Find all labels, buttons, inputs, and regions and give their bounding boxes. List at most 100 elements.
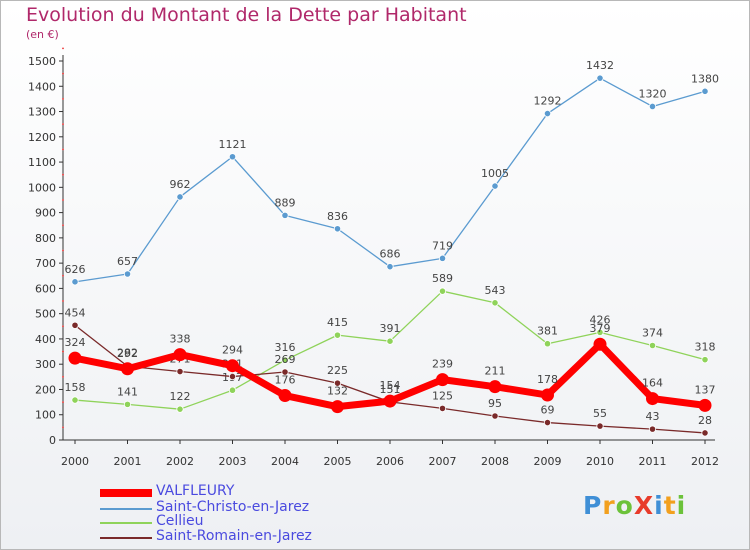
data-point (333, 331, 342, 339)
data-point (68, 351, 82, 365)
y-tick-label: 1200 (28, 131, 56, 144)
data-label: 324 (65, 336, 86, 349)
data-point (228, 372, 237, 381)
x-tick-label: 2001 (114, 455, 142, 468)
data-label: 1005 (481, 167, 509, 180)
data-label: 141 (117, 385, 138, 398)
data-label: 178 (537, 373, 558, 386)
y-tick-label: 200 (35, 383, 56, 396)
data-label: 1121 (219, 138, 247, 151)
data-point (438, 404, 447, 413)
legend-swatch (100, 522, 152, 524)
data-label: 211 (485, 365, 506, 378)
logo-letter: X (633, 491, 655, 520)
data-label: 1292 (534, 95, 562, 108)
data-point (701, 356, 709, 364)
data-point (596, 422, 604, 430)
y-minor-tick (62, 224, 64, 227)
data-label: 426 (590, 313, 611, 326)
data-point (438, 287, 447, 295)
data-point (383, 394, 397, 408)
x-tick-label: 2012 (691, 455, 719, 468)
data-point (228, 153, 237, 161)
data-label: 543 (485, 284, 506, 297)
line-chart: 0 100 200 300 400 500 600 700 800 900 1000 1100 1200… (28, 47, 719, 468)
y-tick-label: 1300 (28, 106, 56, 119)
data-point (648, 102, 657, 111)
chart-subtitle: (en €) (26, 28, 59, 41)
legend-swatch (100, 489, 152, 497)
x-tick-label: 2006 (376, 455, 404, 468)
y-minor-tick (62, 173, 64, 176)
data-point (71, 321, 79, 329)
data-point (278, 389, 292, 403)
y-tick-label: 0 (49, 434, 56, 447)
data-label: 154 (380, 379, 401, 392)
legend-label: Cellieu (156, 513, 204, 529)
data-point (436, 373, 449, 387)
y-tick-label: 500 (35, 308, 56, 321)
data-point (173, 348, 187, 362)
y-tick-label: 1100 (28, 156, 56, 169)
data-point (386, 337, 394, 345)
data-label: 137 (695, 383, 716, 396)
data-point (593, 337, 607, 351)
y-minor-tick (62, 426, 64, 429)
data-label: 158 (65, 381, 86, 394)
data-label: 176 (275, 374, 296, 387)
legend-label: VALFLEURY (156, 483, 235, 499)
x-tick-label: 2004 (271, 455, 299, 468)
data-point (596, 74, 604, 82)
logo-letter: P (583, 491, 603, 520)
data-point (596, 328, 604, 336)
data-point (386, 263, 394, 271)
x-tick-label: 2007 (429, 455, 457, 468)
data-point (333, 225, 342, 233)
legend-swatch (100, 508, 152, 510)
data-point (228, 386, 237, 394)
y-tick-label: 600 (35, 282, 56, 295)
y-minor-tick (62, 401, 64, 403)
y-minor-tick (62, 148, 64, 151)
y-minor-tick (62, 123, 64, 126)
data-point (491, 412, 499, 420)
data-point (281, 211, 289, 219)
data-label: 55 (593, 407, 607, 420)
x-tick-label: 2002 (166, 455, 194, 468)
data-label: 1320 (639, 87, 667, 100)
data-point (438, 254, 447, 262)
legend-label: Saint-Romain-en-Jarez (156, 528, 312, 544)
data-label: 381 (537, 325, 558, 338)
data-point (123, 400, 132, 408)
data-label: 1380 (691, 72, 719, 85)
data-label: 318 (695, 341, 716, 354)
data-point (331, 400, 344, 414)
data-point (648, 341, 657, 350)
y-minor-tick (62, 325, 64, 328)
data-label: 415 (327, 316, 348, 329)
data-label: 269 (275, 353, 296, 366)
data-label: 626 (65, 263, 86, 276)
data-label: 836 (327, 210, 348, 223)
y-minor-tick (62, 47, 64, 50)
data-label: 889 (275, 196, 296, 209)
data-point (333, 379, 342, 387)
data-label: 28 (698, 414, 712, 427)
data-point (123, 270, 132, 278)
data-label: 316 (275, 341, 296, 354)
data-point (226, 359, 239, 373)
y-tick-label: 400 (35, 333, 56, 346)
y-minor-tick (62, 274, 64, 277)
data-label: 43 (646, 410, 660, 423)
legend-swatch (100, 537, 152, 539)
data-label: 962 (170, 178, 191, 191)
data-label: 294 (222, 344, 243, 357)
y-tick-label: 800 (35, 232, 56, 245)
data-point (701, 87, 709, 95)
data-point (646, 392, 659, 406)
data-point (176, 367, 184, 376)
x-tick-label: 2011 (639, 455, 667, 468)
x-tick-label: 2005 (324, 455, 352, 468)
data-label: 391 (380, 322, 401, 335)
data-point (541, 388, 554, 402)
